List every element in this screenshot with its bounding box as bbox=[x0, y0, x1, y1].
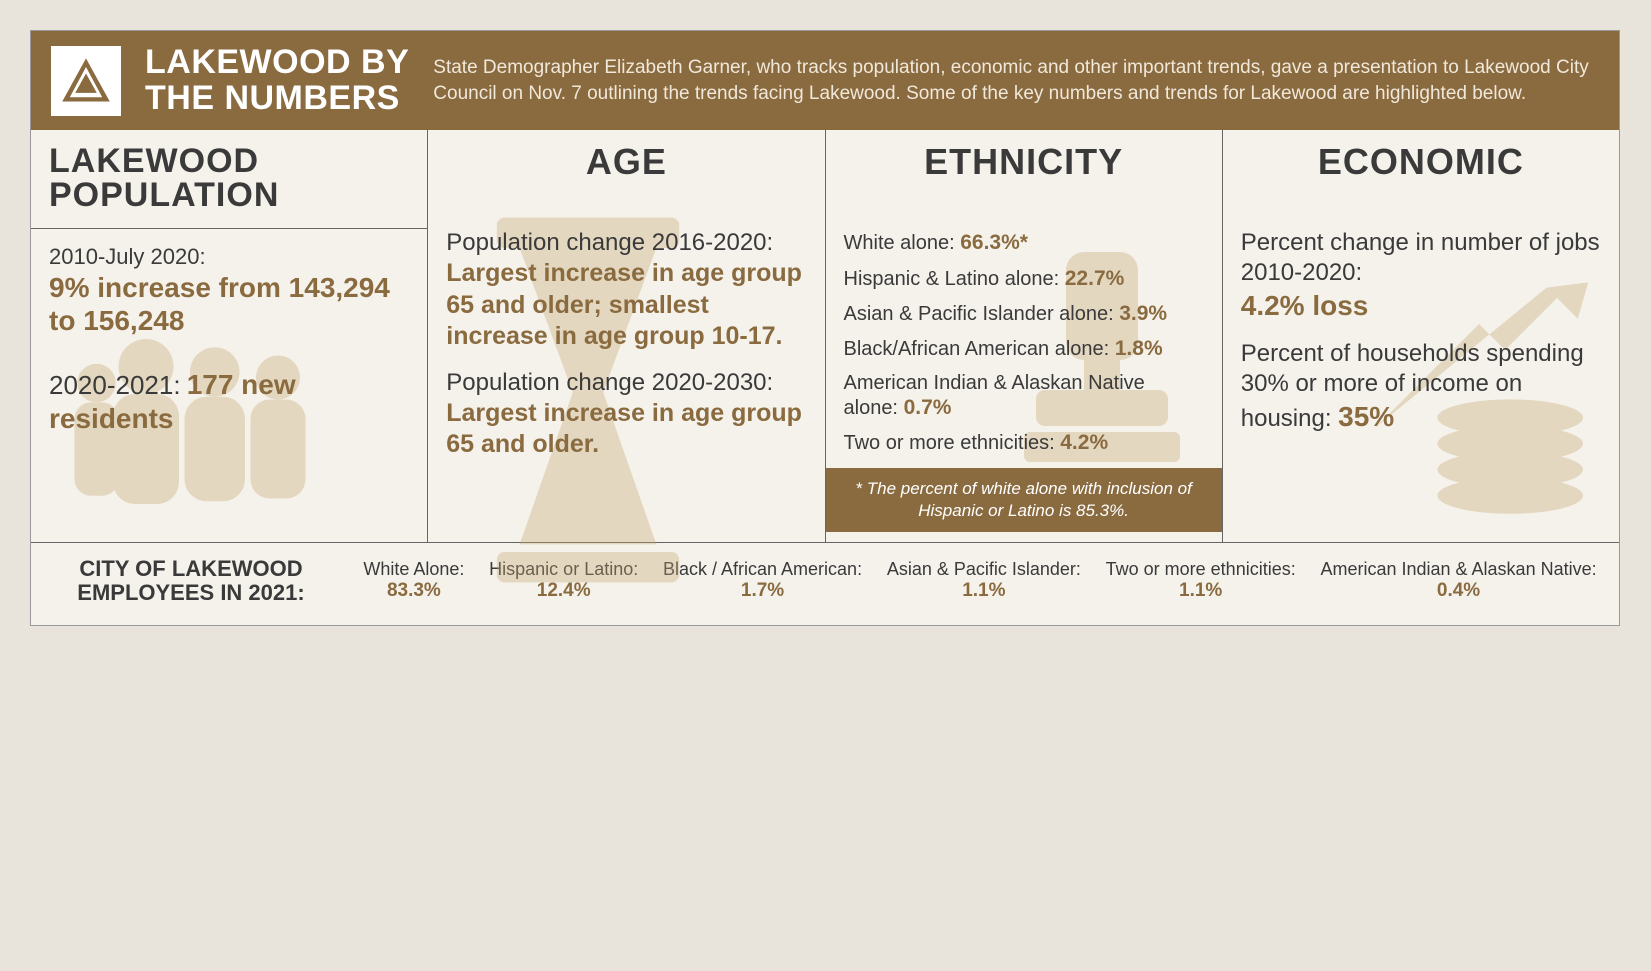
eth-row-0: White alone: 66.3%* bbox=[844, 230, 1204, 255]
f-label-5: American Indian & Alaskan Native: bbox=[1320, 559, 1596, 579]
age-p2-lead: Population change 2020-2030: bbox=[446, 369, 773, 396]
header-title: LAKEWOOD BY THE NUMBERS bbox=[145, 45, 409, 116]
pop-p2-lead: 2020-2021: bbox=[49, 370, 181, 400]
eth-row-3: Black/African American alone: 1.8% bbox=[844, 336, 1204, 361]
footer-item-4: Two or more ethnicities:1.1% bbox=[1106, 559, 1296, 603]
footer-item-0: White Alone: 83.3% bbox=[363, 559, 464, 603]
column-age: AGE Population change 2016-2020: Largest… bbox=[427, 130, 824, 541]
eth-row-4: American Indian & Alaskan Native alone: … bbox=[844, 371, 1204, 420]
econ-p1-lead: Percent change in number of jobs 2010-20… bbox=[1241, 229, 1600, 286]
age-p1-accent: Largest increase in age group 65 and old… bbox=[446, 259, 802, 350]
f-val-0: 83.3% bbox=[387, 580, 441, 601]
age-p2-accent: Largest increase in age group 65 and old… bbox=[446, 399, 802, 458]
eth-label-2: Asian & Pacific Islander alone: bbox=[844, 303, 1120, 325]
pop-p1-accent: 9% increase from 143,294 to 156,248 bbox=[49, 272, 390, 337]
economic-heading: ECONOMIC bbox=[1241, 144, 1601, 220]
title-line2: THE NUMBERS bbox=[145, 81, 409, 117]
f-val-2: 1.7% bbox=[741, 580, 784, 601]
age-stat-1: Population change 2016-2020: Largest inc… bbox=[446, 228, 806, 352]
eth-val-2: 3.9% bbox=[1119, 302, 1167, 325]
f-label-0: White Alone: bbox=[363, 559, 464, 579]
eth-label-3: Black/African American alone: bbox=[844, 338, 1115, 360]
eth-label-4: American Indian & Alaskan Native alone: bbox=[844, 372, 1145, 419]
eth-val-3: 1.8% bbox=[1115, 337, 1163, 360]
pop-p1-lead: 2010-July 2020: bbox=[49, 244, 206, 269]
f-label-2: Black / African American: bbox=[663, 559, 862, 579]
f-val-1: 12.4% bbox=[537, 580, 591, 601]
economic-stat-2: Percent of households spending 30% or mo… bbox=[1241, 339, 1601, 434]
population-stat-2: 2020-2021: 177 new residents bbox=[49, 368, 409, 435]
header-description: State Demographer Elizabeth Garner, who … bbox=[433, 55, 1599, 106]
eth-label-0: White alone: bbox=[844, 232, 961, 254]
column-economic: ECONOMIC Percent change in number of job… bbox=[1222, 130, 1619, 541]
footer-item-3: Asian & Pacific Islander:1.1% bbox=[887, 559, 1081, 603]
eth-row-2: Asian & Pacific Islander alone: 3.9% bbox=[844, 301, 1204, 326]
columns-wrapper: LAKEWOOD POPULATION 2010-July 2020: 9% i… bbox=[31, 130, 1619, 541]
age-heading: AGE bbox=[446, 144, 806, 220]
footer-items: White Alone: 83.3% Hispanic or Latino: 1… bbox=[351, 559, 1609, 603]
f-val-5: 0.4% bbox=[1437, 580, 1480, 601]
f-label-4: Two or more ethnicities: bbox=[1106, 559, 1296, 579]
footer-item-2: Black / African American: 1.7% bbox=[663, 559, 862, 603]
f-label-3: Asian & Pacific Islander: bbox=[887, 559, 1081, 579]
column-population: LAKEWOOD POPULATION 2010-July 2020: 9% i… bbox=[31, 130, 427, 541]
logo-icon bbox=[51, 46, 121, 116]
econ-p2-lead: Percent of households spending 30% or mo… bbox=[1241, 340, 1584, 432]
footer-item-1: Hispanic or Latino: 12.4% bbox=[489, 559, 638, 603]
economic-stat-1: Percent change in number of jobs 2010-20… bbox=[1241, 228, 1601, 323]
eth-val-1: 22.7% bbox=[1065, 267, 1125, 290]
divider bbox=[31, 228, 427, 229]
eth-label-5: Two or more ethnicities: bbox=[844, 432, 1061, 454]
column-ethnicity: ETHNICITY White alone: 66.3%* Hispanic &… bbox=[825, 130, 1222, 541]
population-stat-1: 2010-July 2020: 9% increase from 143,294… bbox=[49, 243, 409, 338]
econ-p2-accent: 35% bbox=[1338, 401, 1394, 432]
econ-p1-accent: 4.2% loss bbox=[1241, 290, 1369, 321]
title-line1: LAKEWOOD BY bbox=[145, 45, 409, 81]
eth-row-1: Hispanic & Latino alone: 22.7% bbox=[844, 266, 1204, 291]
f-val-3: 1.1% bbox=[962, 580, 1005, 601]
age-p1-lead: Population change 2016-2020: bbox=[446, 229, 773, 256]
eth-label-1: Hispanic & Latino alone: bbox=[844, 268, 1065, 290]
header-bar: LAKEWOOD BY THE NUMBERS State Demographe… bbox=[31, 31, 1619, 130]
ethnicity-footnote: * The percent of white alone with inclus… bbox=[826, 468, 1222, 532]
population-heading: LAKEWOOD POPULATION bbox=[49, 144, 409, 220]
eth-row-5: Two or more ethnicities: 4.2% bbox=[844, 430, 1204, 455]
f-label-1: Hispanic or Latino: bbox=[489, 559, 638, 579]
eth-val-0: 66.3%* bbox=[960, 231, 1028, 254]
eth-val-4: 0.7% bbox=[904, 396, 952, 419]
footer-title: CITY OF LAKEWOOD EMPLOYEES IN 2021: bbox=[41, 557, 341, 605]
ethnicity-list: White alone: 66.3%* Hispanic & Latino al… bbox=[844, 230, 1204, 455]
f-val-4: 1.1% bbox=[1179, 580, 1222, 601]
footer-bar: CITY OF LAKEWOOD EMPLOYEES IN 2021: Whit… bbox=[31, 542, 1619, 625]
age-stat-2: Population change 2020-2030: Largest inc… bbox=[446, 368, 806, 461]
footer-item-5: American Indian & Alaskan Native:0.4% bbox=[1320, 559, 1596, 603]
infographic-root: LAKEWOOD BY THE NUMBERS State Demographe… bbox=[30, 30, 1620, 626]
ethnicity-heading: ETHNICITY bbox=[844, 144, 1204, 220]
eth-val-5: 4.2% bbox=[1060, 431, 1108, 454]
